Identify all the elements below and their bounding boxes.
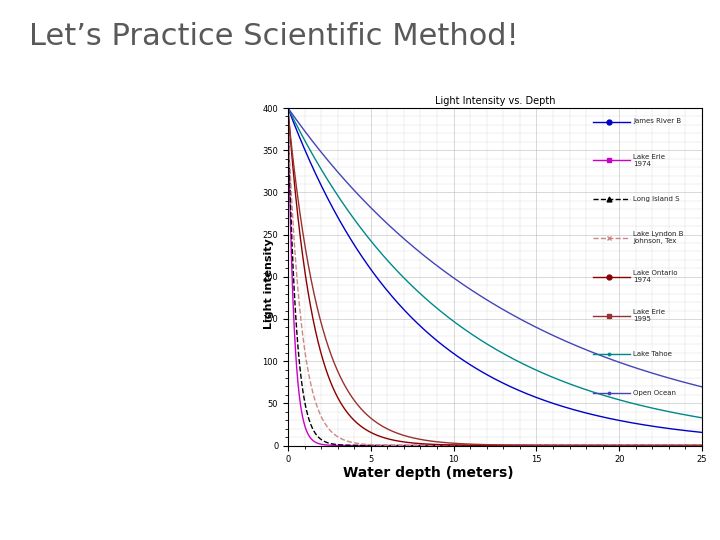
Title: Light Intensity vs. Depth: Light Intensity vs. Depth <box>435 96 555 106</box>
Text: Lake Ontario
1974: Lake Ontario 1974 <box>634 270 678 284</box>
Text: Lake Erie
1974: Lake Erie 1974 <box>634 154 665 167</box>
Text: Water depth (meters): Water depth (meters) <box>343 466 513 480</box>
Text: Long Island S: Long Island S <box>634 196 680 202</box>
Text: Lake Lyndon B
Johnson, Tex: Lake Lyndon B Johnson, Tex <box>634 232 684 245</box>
Text: 1.  What is the
independent
variable?: 1. What is the independent variable? <box>26 235 163 297</box>
Text: Lake Erie
1995: Lake Erie 1995 <box>634 309 665 322</box>
Text: Let’s Practice Scientific Method!: Let’s Practice Scientific Method! <box>29 22 518 51</box>
Text: Lake Tahoe: Lake Tahoe <box>634 352 672 357</box>
Text: Light intensity: Light intensity <box>264 238 274 329</box>
Text: Open Ocean: Open Ocean <box>634 390 676 396</box>
Text: Remember DRY
MIX?: Remember DRY MIX? <box>24 117 181 157</box>
Text: James River B: James River B <box>634 118 681 125</box>
Text: 2. The
dependent
variable?: 2. The dependent variable? <box>26 372 127 434</box>
